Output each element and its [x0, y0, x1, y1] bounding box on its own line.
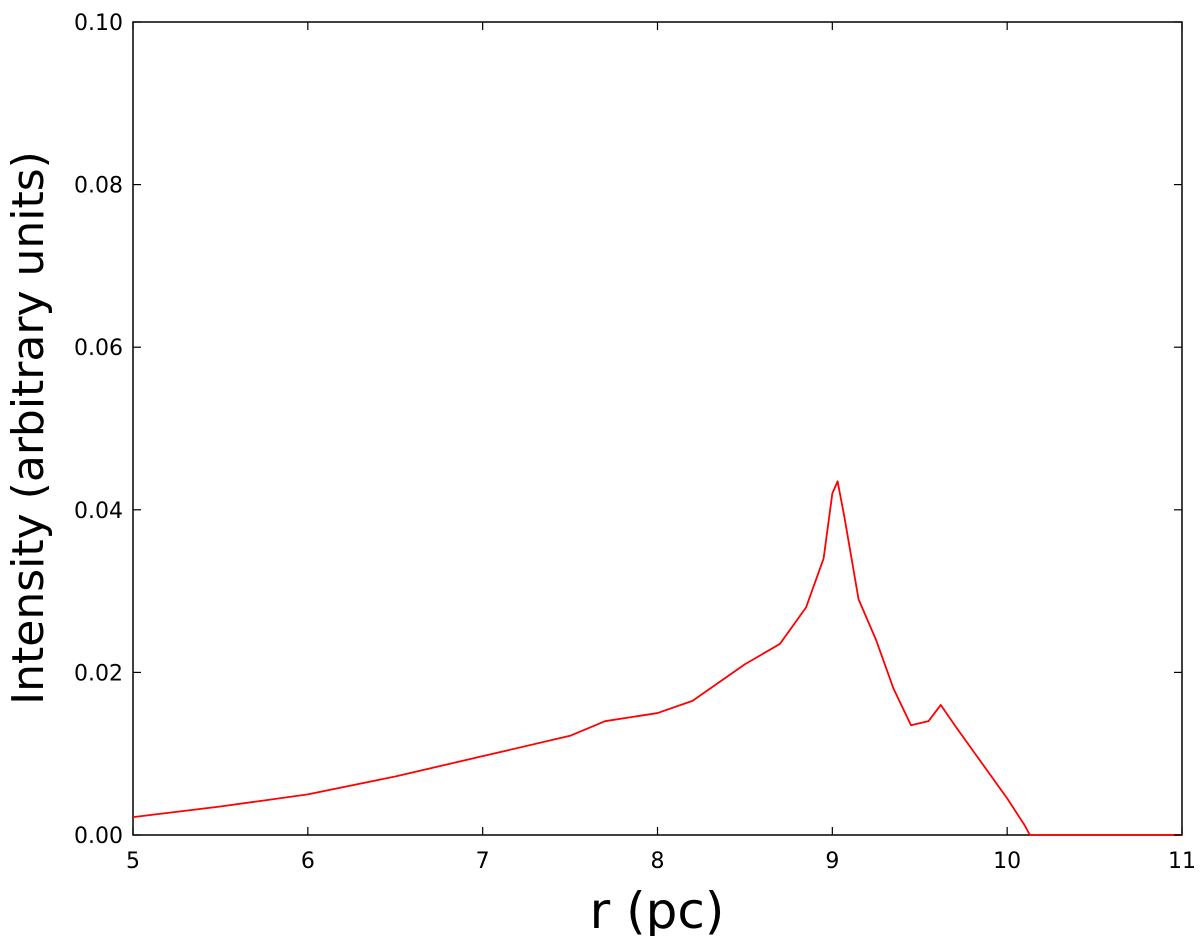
y-tick-label: 0.00: [74, 824, 123, 849]
x-tick-label: 6: [301, 849, 315, 874]
series-layer: [132, 480, 1182, 836]
y-tick-label: 0.10: [74, 11, 123, 36]
x-tick-label: 11: [1168, 849, 1196, 874]
y-tick-label: 0.02: [74, 661, 123, 686]
x-axis-label: r (pc): [590, 882, 725, 936]
y-tick-label: 0.04: [74, 499, 123, 524]
x-tick-label: 7: [476, 849, 490, 874]
y-axis-label: Intensity (arbitrary units): [3, 151, 54, 705]
x-tick-label: 8: [651, 849, 665, 874]
y-tick-label: 0.06: [74, 336, 123, 361]
ticks-layer: 5 6 7 8 9 10 11 0.00 0.02 0.04 0.06 0.08 0.10: [74, 11, 1196, 874]
x-tick-label: 10: [993, 849, 1021, 874]
series-line: [132, 480, 1182, 836]
x-tick-label: 9: [825, 849, 839, 874]
plot-area: [132, 21, 1183, 836]
y-tick-label: 0.08: [74, 174, 123, 199]
x-tick-label: 5: [126, 849, 140, 874]
